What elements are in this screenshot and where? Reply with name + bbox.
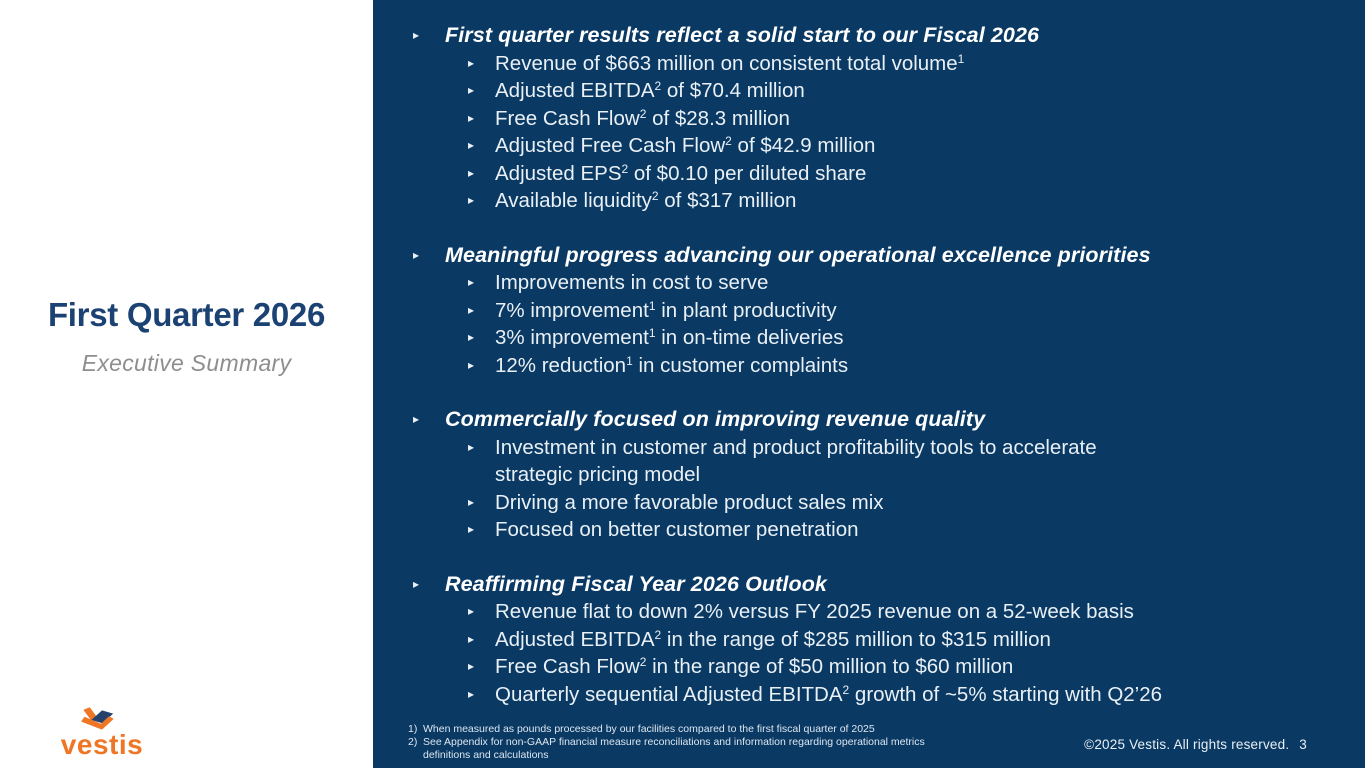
triangle-bullet-icon: ▸ — [413, 412, 420, 426]
bullet-item: ▸ Focused on better customer penetration — [413, 516, 1341, 544]
bullet-item-text: Focused on better customer penetration — [495, 518, 859, 541]
footnote-reference: 1 — [626, 353, 633, 368]
bullet-item: ▸ Adjusted EPS2 of $0.10 per diluted shar… — [413, 160, 1341, 188]
footnote-reference: 2 — [725, 134, 732, 148]
bullet-item: ▸ Improvements in cost to serve — [413, 269, 1341, 297]
bullet-item-text: Adjusted EPS2 of $0.10 per diluted share — [495, 161, 867, 185]
bullet-item-text: Free Cash Flow2 in the range of $50 mill… — [495, 655, 1014, 678]
section-header-text: First quarter results reflect a solid st… — [445, 23, 1040, 47]
footnote-reference: 2 — [639, 106, 647, 121]
triangle-bullet-icon: ▸ — [468, 138, 475, 152]
vestis-wordmark: vestis — [60, 729, 144, 761]
bullet-item: ▸ Revenue of $663 million on consistent t… — [413, 50, 1341, 78]
triangle-bullet-icon: ▸ — [468, 330, 475, 344]
section-header: ▸ Meaningful progress advancing our opera… — [413, 242, 1341, 270]
footnote-reference: 2 — [651, 189, 659, 203]
triangle-bullet-icon: ▸ — [468, 302, 475, 317]
triangle-bullet-icon: ▸ — [468, 193, 475, 207]
footnote-reference: 1 — [648, 326, 656, 340]
bullet-item: ▸ 12% reduction1 in customer complaints — [413, 352, 1341, 380]
footnote: 1) When measured as pounds processed by o… — [408, 723, 968, 736]
bullet-item: ▸ 7% improvement1 in plant productivity — [413, 297, 1341, 325]
bullet-item-text: 12% reduction1 in customer complaints — [495, 353, 849, 377]
triangle-bullet-icon: ▸ — [413, 576, 420, 591]
bullet-item-text: Adjusted Free Cash Flow2 of $42.9 millio… — [495, 134, 876, 157]
content-panel: ▸ First quarter results reflect a solid s… — [373, 0, 1365, 768]
triangle-bullet-icon: ▸ — [468, 659, 475, 673]
section-header: ▸ Reaffirming Fiscal Year 2026 Outlook — [413, 571, 1341, 599]
footnote: 2) See Appendix for non-GAAP financial me… — [408, 736, 968, 762]
footnote-reference: 2 — [621, 161, 629, 176]
bullet-item-text: Adjusted EBITDA2 of $70.4 million — [495, 79, 805, 102]
bullet-item: ▸ Available liquidity2 of $317 million — [413, 187, 1341, 215]
footnote-reference: 2 — [639, 655, 647, 669]
bullet-item-text: 3% improvement1 in on-time deliveries — [495, 326, 844, 349]
footnote-reference: 1 — [648, 298, 656, 313]
bullet-item-text: 7% improvement1 in plant productivity — [495, 298, 837, 322]
bullet-item: ▸ Quarterly sequential Adjusted EBITDA2 g… — [413, 681, 1341, 709]
footnote-reference: 2 — [654, 627, 662, 642]
page-title: First Quarter 2026 — [47, 296, 326, 333]
triangle-bullet-icon: ▸ — [468, 83, 475, 97]
footnote-text: When measured as pounds processed by our… — [423, 723, 875, 735]
footnote-number: 2) — [408, 736, 418, 748]
footnote-text: See Appendix for non-GAAP financial meas… — [423, 736, 925, 761]
triangle-bullet-icon: ▸ — [468, 522, 475, 536]
section-header: ▸ Commercially focused on improving reven… — [413, 406, 1341, 434]
section-header: ▸ First quarter results reflect a solid s… — [413, 22, 1341, 50]
vestis-chevron-icon — [81, 707, 114, 730]
bullet-item: ▸ Adjusted EBITDA2 in the range of $285 m… — [413, 626, 1341, 654]
triangle-bullet-icon: ▸ — [468, 494, 475, 509]
bullet-item-text: Quarterly sequential Adjusted EBITDA2 gr… — [495, 682, 1163, 706]
bullet-item-text: Revenue of $663 million on consistent to… — [495, 51, 965, 75]
footnotes: 1) When measured as pounds processed by o… — [408, 723, 968, 762]
section-header-text: Commercially focused on improving revenu… — [445, 407, 986, 431]
bullet-item: ▸ Adjusted EBITDA2 of $70.4 million — [413, 77, 1341, 105]
triangle-bullet-icon: ▸ — [468, 165, 475, 180]
bullet-item: ▸ 3% improvement1 in on-time deliveries — [413, 324, 1341, 352]
triangle-bullet-icon: ▸ — [468, 686, 475, 701]
section: ▸ First quarter results reflect a solid s… — [413, 22, 1341, 215]
bullet-item-text: Adjusted EBITDA2 in the range of $285 mi… — [495, 627, 1051, 651]
footnote-reference: 2 — [654, 79, 662, 93]
triangle-bullet-icon: ▸ — [468, 357, 475, 372]
triangle-bullet-icon: ▸ — [413, 28, 420, 42]
section: ▸ Commercially focused on improving reven… — [413, 406, 1341, 544]
title-block: First Quarter 2026 Executive Summary — [0, 296, 373, 377]
left-panel: First Quarter 2026 Executive Summary ves… — [0, 0, 373, 768]
page-number: 3 — [1299, 737, 1307, 752]
copyright-line: ©2025 Vestis. All rights reserved. 3 — [1084, 737, 1307, 752]
section-header-text: Meaningful progress advancing our operat… — [445, 242, 1151, 267]
copyright-text: ©2025 Vestis. All rights reserved. — [1084, 737, 1290, 752]
bullet-item-text: Available liquidity2 of $317 million — [495, 189, 797, 212]
triangle-bullet-icon: ▸ — [468, 55, 475, 70]
triangle-bullet-icon: ▸ — [468, 631, 475, 646]
bullet-item-text: Improvements in cost to serve — [495, 271, 769, 294]
bullet-item: ▸ Free Cash Flow2 in the range of $50 mil… — [413, 653, 1341, 681]
footnote-reference: 2 — [842, 682, 850, 697]
triangle-bullet-icon: ▸ — [413, 247, 420, 262]
bullet-item-text: Revenue flat to down 2% versus FY 2025 r… — [495, 600, 1134, 623]
section: ▸ Meaningful progress advancing our opera… — [413, 242, 1341, 380]
page-subtitle: Executive Summary — [81, 350, 292, 377]
vestis-logo: vestis — [56, 704, 148, 761]
triangle-bullet-icon: ▸ — [468, 439, 475, 454]
section: ▸ Reaffirming Fiscal Year 2026 Outlook ▸ Re… — [413, 571, 1341, 709]
footnote-reference: 1 — [957, 51, 965, 66]
bullet-item: ▸ Driving a more favorable product sales … — [413, 489, 1341, 517]
triangle-bullet-icon: ▸ — [468, 110, 475, 125]
section-header-text: Reaffirming Fiscal Year 2026 Outlook — [445, 571, 827, 596]
bullet-item: ▸ Free Cash Flow2 of $28.3 million — [413, 105, 1341, 133]
bullet-item: ▸ Adjusted Free Cash Flow2 of $42.9 milli… — [413, 132, 1341, 160]
bullet-item: ▸ Revenue flat to down 2% versus FY 2025 … — [413, 598, 1341, 626]
bullet-item: ▸ Investment in customer and product prof… — [413, 434, 1341, 489]
bullet-item-text: Driving a more favorable product sales m… — [495, 490, 884, 514]
footnote-number: 1) — [408, 723, 418, 735]
bullet-item-text: Investment in customer and product profi… — [495, 435, 1097, 487]
triangle-bullet-icon: ▸ — [468, 604, 475, 618]
bullet-item-text: Free Cash Flow2 of $28.3 million — [495, 106, 790, 130]
triangle-bullet-icon: ▸ — [468, 275, 475, 289]
sections: ▸ First quarter results reflect a solid s… — [413, 22, 1341, 708]
